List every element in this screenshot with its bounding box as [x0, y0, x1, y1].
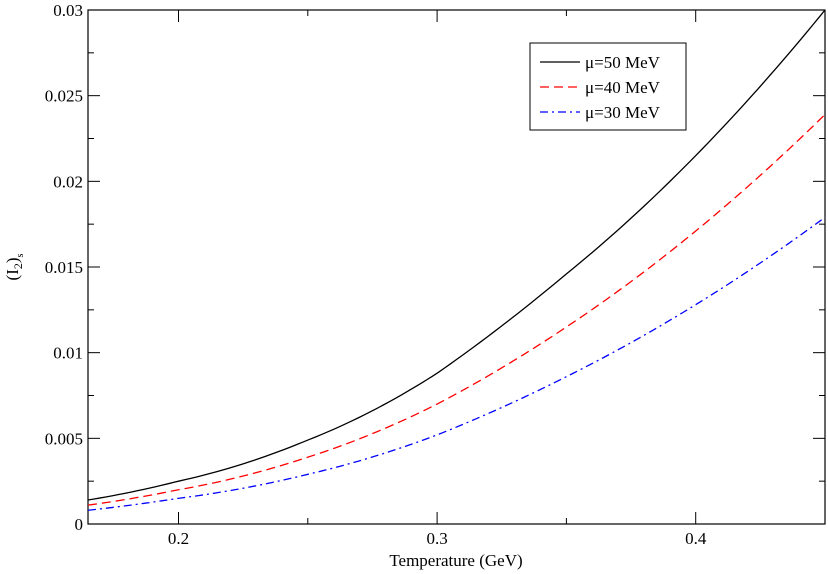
series-lines — [87, 9, 826, 511]
legend: μ=50 MeV μ=40 MeV μ=30 MeV — [529, 42, 687, 131]
y-axis-title-close: ) — [3, 257, 22, 263]
x-axis-title: Temperature (GeV) — [389, 551, 522, 570]
series-line — [87, 114, 826, 506]
legend-label: μ=30 MeV — [585, 103, 661, 122]
y-axis-title: (I2)s — [3, 253, 26, 280]
plot-frame — [87, 9, 826, 525]
y-tick-label: 0.025 — [45, 87, 83, 106]
svg-text:(I2)s: (I2)s — [3, 253, 26, 280]
legend-label: μ=40 MeV — [585, 78, 661, 97]
series-line — [87, 216, 826, 511]
y-axis-title-main: (I — [3, 269, 22, 281]
y-tick-label: 0 — [75, 515, 84, 534]
y-tick-label: 0.01 — [53, 344, 83, 363]
x-tick-label: 0.4 — [685, 529, 707, 548]
y-tick-label: 0.015 — [45, 258, 83, 277]
y-tick-label: 0.005 — [45, 429, 83, 448]
axis-ticks — [88, 9, 826, 525]
y-axis-title-sub1: 2 — [11, 263, 25, 269]
legend-label: μ=50 MeV — [585, 53, 661, 72]
axis-tick-labels: 0.2 0.3 0.4 0 0.005 0.01 0.015 0.02 0.025 0.03 — [45, 1, 707, 548]
y-tick-label: 0.03 — [53, 1, 83, 20]
y-tick-label: 0.02 — [53, 172, 83, 191]
y-axis-title-sub2: s — [15, 253, 26, 257]
series-line — [87, 9, 826, 501]
x-tick-label: 0.3 — [426, 529, 447, 548]
x-tick-label: 0.2 — [168, 529, 189, 548]
